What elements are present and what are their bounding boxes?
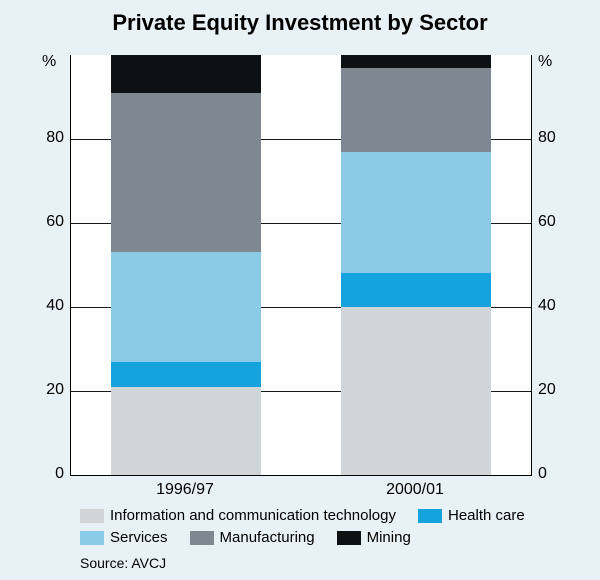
legend-swatch	[337, 531, 361, 545]
plot-area	[70, 55, 532, 476]
legend-item-healthcare: Health care	[418, 505, 525, 527]
ytick-left: 20	[24, 381, 64, 399]
legend-label: Mining	[367, 527, 411, 549]
ytick-left: 60	[24, 213, 64, 231]
segment-healthcare	[341, 273, 491, 307]
ytick-left: 40	[24, 297, 64, 315]
segment-manufacturing	[341, 68, 491, 152]
ytick-left: 0	[24, 465, 64, 483]
segment-mining	[111, 55, 261, 93]
ytick-right: 60	[538, 213, 578, 231]
bar-2000-01	[341, 55, 491, 475]
x-category-label: 1996/97	[110, 481, 260, 499]
legend-label: Services	[110, 527, 168, 549]
ytick-right: 80	[538, 129, 578, 147]
chart-container: Private Equity Investment by Sector % % …	[0, 0, 600, 580]
legend-item-mining: Mining	[337, 527, 411, 549]
ytick-right: 40	[538, 297, 578, 315]
legend-swatch	[418, 509, 442, 523]
y-unit-left: %	[42, 53, 56, 71]
segment-healthcare	[111, 362, 261, 387]
chart-title: Private Equity Investment by Sector	[0, 10, 600, 36]
legend-item-ict: Information and communication technology	[80, 505, 396, 527]
legend-label: Health care	[448, 505, 525, 527]
ytick-right: 20	[538, 381, 578, 399]
source-text: Source: AVCJ	[80, 555, 166, 571]
segment-services	[111, 252, 261, 361]
ytick-left: 80	[24, 129, 64, 147]
x-category-label: 2000/01	[340, 481, 490, 499]
ytick-right: 0	[538, 465, 578, 483]
legend-item-services: Services	[80, 527, 168, 549]
bar-1996-97	[111, 55, 261, 475]
legend-swatch	[80, 531, 104, 545]
legend-swatch	[190, 531, 214, 545]
segment-ict	[341, 307, 491, 475]
segment-manufacturing	[111, 93, 261, 253]
legend-label: Manufacturing	[220, 527, 315, 549]
legend-label: Information and communication technology	[110, 505, 396, 527]
legend: Information and communication technology…	[80, 505, 560, 549]
segment-ict	[111, 387, 261, 475]
segment-mining	[341, 55, 491, 68]
segment-services	[341, 152, 491, 274]
legend-swatch	[80, 509, 104, 523]
legend-item-manufacturing: Manufacturing	[190, 527, 315, 549]
y-unit-right: %	[538, 53, 552, 71]
